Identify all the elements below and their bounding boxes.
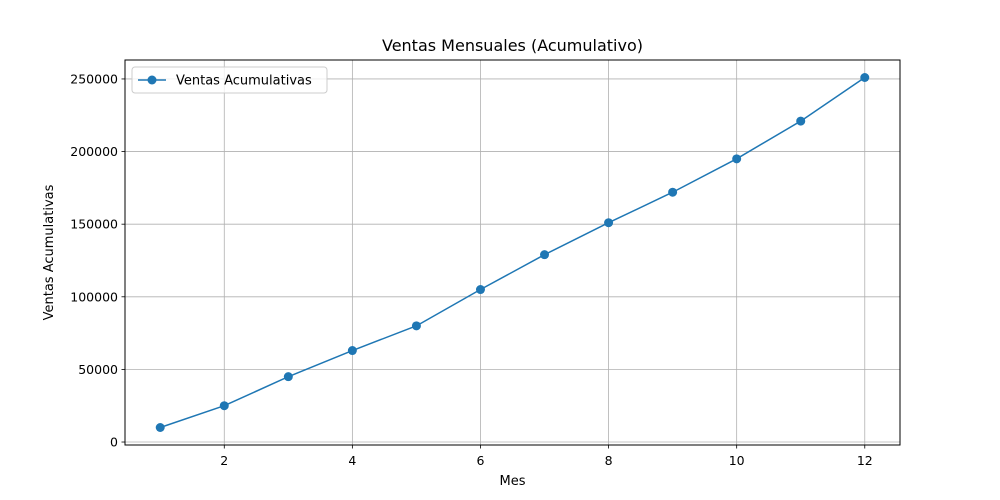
x-axis-ticks: 2 4 6 8 10 12 [220,445,873,468]
x-tick-label: 4 [348,453,356,468]
data-point [604,218,614,228]
x-tick-label: 12 [857,453,873,468]
y-axis-title: Ventas Acumulativas [42,184,57,320]
data-point [732,154,742,164]
data-point [475,285,485,295]
x-tick-label: 6 [476,453,484,468]
y-tick-label: 150000 [70,217,118,232]
y-tick-label: 250000 [70,71,118,86]
legend-box [131,66,328,94]
data-point [540,250,550,260]
data-point [668,187,678,197]
y-tick-label: 200000 [70,144,118,159]
x-tick-label: 2 [220,453,228,468]
data-point [411,321,421,331]
data-point [796,116,806,126]
data-point [347,346,357,356]
y-tick-label: 100000 [70,289,118,304]
data-point [860,73,870,82]
y-tick-label: 0 [110,435,118,450]
chart-title: Ventas Mensuales (Acumulativo) [382,36,643,55]
series-line [159,76,866,429]
y-tick-label: 50000 [78,362,118,377]
x-tick-label: 8 [605,453,613,468]
series-layer [155,73,870,432]
plot-area [124,59,901,446]
legend: Ventas Acumulativas [131,66,328,94]
x-tick-label: 10 [729,453,745,468]
data-point [155,423,165,432]
legend-label: Ventas Acumulativas [176,74,312,89]
grid [125,60,900,445]
y-axis-ticks: 0 50000 100000 150000 200000 250000 [70,71,125,450]
data-point [283,372,293,382]
legend-marker-swatch [147,75,157,85]
x-axis-title: Mes [500,474,526,489]
data-point [219,401,229,411]
